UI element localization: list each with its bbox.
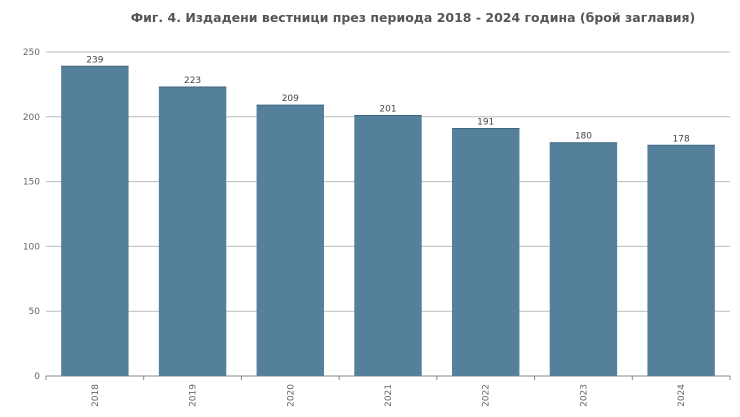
x-tick-label: 2024 [677, 384, 687, 407]
x-tick-label: 2018 [91, 384, 101, 407]
y-tick-label: 250 [23, 48, 40, 58]
x-tick-label: 2022 [482, 384, 492, 407]
bar [158, 86, 227, 376]
chart-title: Фиг. 4. Издадени вестници през периода 2… [130, 10, 696, 25]
data-label: 201 [379, 105, 396, 115]
x-tick-label: 2019 [189, 384, 199, 407]
y-tick-label: 100 [23, 242, 40, 252]
data-label: 178 [673, 134, 690, 144]
y-tick-label: 150 [23, 178, 40, 188]
bar [354, 115, 422, 376]
x-tick-label: 2023 [579, 384, 589, 407]
y-tick-label: 50 [29, 307, 41, 317]
data-label: 223 [184, 76, 201, 86]
bar [61, 66, 129, 377]
bar [256, 105, 324, 377]
x-tick-label: 2021 [384, 384, 394, 407]
bar [452, 128, 520, 376]
y-tick-label: 0 [34, 372, 40, 382]
bar [549, 142, 618, 376]
data-label: 209 [282, 94, 299, 104]
y-tick-label: 200 [23, 113, 40, 123]
data-label: 191 [477, 117, 494, 127]
x-tick-label: 2020 [286, 384, 296, 407]
bar [647, 145, 715, 376]
data-label: 180 [575, 132, 592, 142]
data-label: 239 [86, 55, 103, 65]
